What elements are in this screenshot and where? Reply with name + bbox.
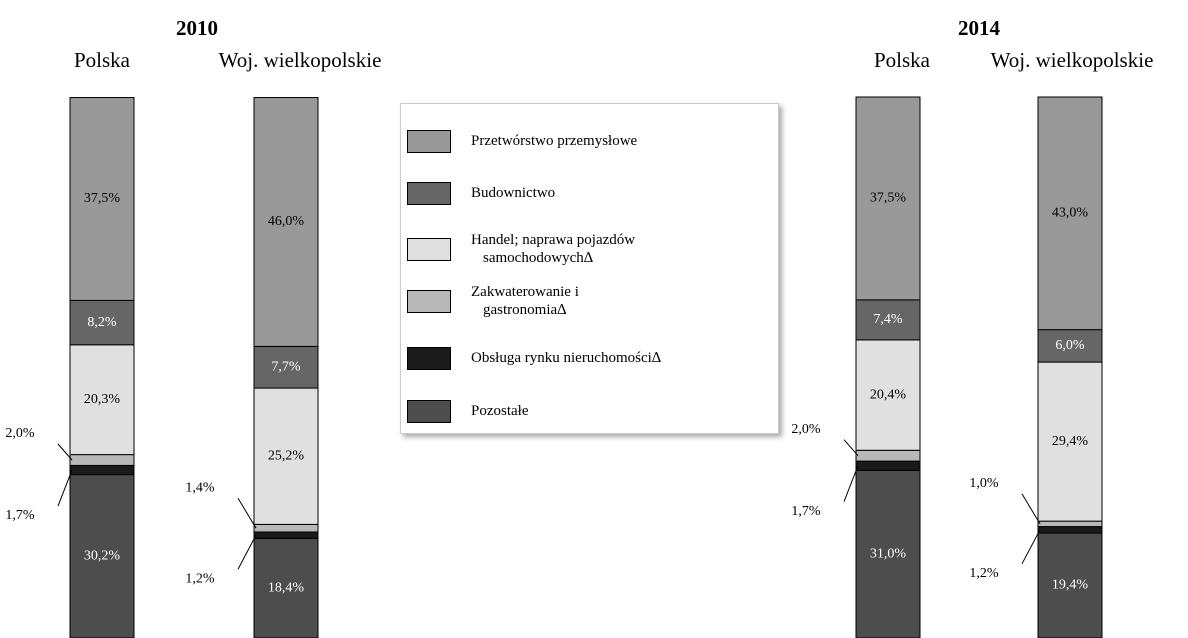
- group-label: 2010: [176, 16, 218, 40]
- data-label: 2,0%: [791, 422, 821, 437]
- data-label: 20,4%: [870, 387, 907, 402]
- bar-segment: [69, 454, 135, 466]
- leader-line: [843, 465, 859, 502]
- data-label: 1,0%: [969, 476, 999, 491]
- data-label: 29,4%: [1052, 434, 1089, 449]
- data-label: 2,0%: [5, 426, 35, 441]
- bar-segment: [69, 464, 135, 476]
- x-label: Polska: [74, 48, 131, 72]
- bar-segment: [253, 537, 319, 638]
- leader-line: [1021, 529, 1041, 565]
- data-label: 1,7%: [5, 508, 35, 523]
- x-label: Polska: [874, 48, 931, 72]
- legend-swatch: [407, 181, 451, 205]
- leader-line: [237, 497, 257, 529]
- bar-segment: [253, 97, 319, 347]
- legend-swatch: [407, 289, 451, 313]
- bar-segment: [855, 449, 921, 462]
- legend-label: Handel; naprawa pojazdów samochodowych∆: [471, 232, 636, 266]
- data-label: 1,4%: [185, 480, 215, 495]
- legend: Przetwórstwo przemysłowe Budownictwo Hande…: [400, 103, 779, 434]
- data-label: 1,2%: [185, 571, 215, 586]
- leader-line: [57, 443, 73, 461]
- legend-swatch: [407, 129, 451, 153]
- bar-segment: [253, 387, 319, 525]
- bar-segment: [855, 339, 921, 451]
- legend-label: Przetwórstwo przemysłowe: [471, 133, 638, 149]
- legend-item: Zakwaterowanie i gastronomia∆: [407, 283, 643, 319]
- bar-segment: [855, 460, 921, 471]
- leader-line: [237, 534, 257, 570]
- data-label: 7,7%: [271, 359, 301, 374]
- data-label: 37,5%: [870, 191, 907, 206]
- legend-label: Obsługa rynku nieruchomości∆: [471, 350, 661, 366]
- bar-segment: [1037, 526, 1103, 534]
- bar-segment: [1037, 520, 1103, 528]
- data-label: 20,3%: [84, 392, 121, 407]
- bar-segment: [855, 469, 921, 638]
- bar-segment: [1037, 329, 1103, 363]
- data-label: 18,4%: [268, 580, 305, 595]
- bar-segment: [69, 97, 135, 301]
- group-label: 2014: [958, 16, 1001, 40]
- bar-segment: [253, 523, 319, 533]
- bar-segment: [69, 344, 135, 456]
- data-label: 31,0%: [870, 546, 907, 561]
- data-label: 6,0%: [1055, 338, 1085, 353]
- legend-label: Budownictwo: [471, 185, 556, 201]
- data-label: 1,7%: [791, 504, 821, 519]
- legend-item: Pozostałe: [407, 393, 743, 429]
- legend-swatch: [407, 346, 451, 370]
- bar-segment: [855, 299, 921, 341]
- bar-segment: [855, 96, 921, 301]
- data-label: 7,4%: [873, 312, 903, 327]
- data-label: 1,2%: [969, 566, 999, 581]
- bar-segment: [253, 531, 319, 539]
- legend-item: Obsługa rynku nieruchomości∆: [407, 340, 783, 376]
- bar-segment: [253, 345, 319, 389]
- legend-item: Handel; naprawa pojazdów samochodowych∆: [407, 231, 723, 267]
- data-label: 43,0%: [1052, 206, 1089, 221]
- leader-line: [1021, 493, 1041, 525]
- bar-segment: [69, 299, 135, 346]
- x-label: Woj. wielkopolskie: [219, 48, 382, 72]
- leader-line: [843, 439, 859, 457]
- data-label: 19,4%: [1052, 578, 1089, 593]
- legend-item: Budownictwo: [407, 175, 743, 211]
- legend-label: Zakwaterowanie i gastronomia∆: [471, 284, 579, 318]
- data-label: 25,2%: [268, 448, 305, 463]
- legend-label: Pozostałe: [471, 403, 529, 419]
- x-label: Woj. wielkopolskie: [991, 48, 1154, 72]
- legend-swatch: [407, 237, 451, 261]
- bar-segment: [1037, 96, 1103, 331]
- data-label: 30,2%: [84, 549, 121, 564]
- data-label: 8,2%: [87, 315, 117, 330]
- legend-item: Przetwórstwo przemysłowe: [407, 123, 743, 159]
- legend-swatch: [407, 399, 451, 423]
- data-label: 37,5%: [84, 191, 121, 206]
- bar-segment: [1037, 361, 1103, 522]
- bar-segment: [69, 474, 135, 638]
- leader-line: [57, 469, 73, 507]
- data-label: 46,0%: [268, 214, 305, 229]
